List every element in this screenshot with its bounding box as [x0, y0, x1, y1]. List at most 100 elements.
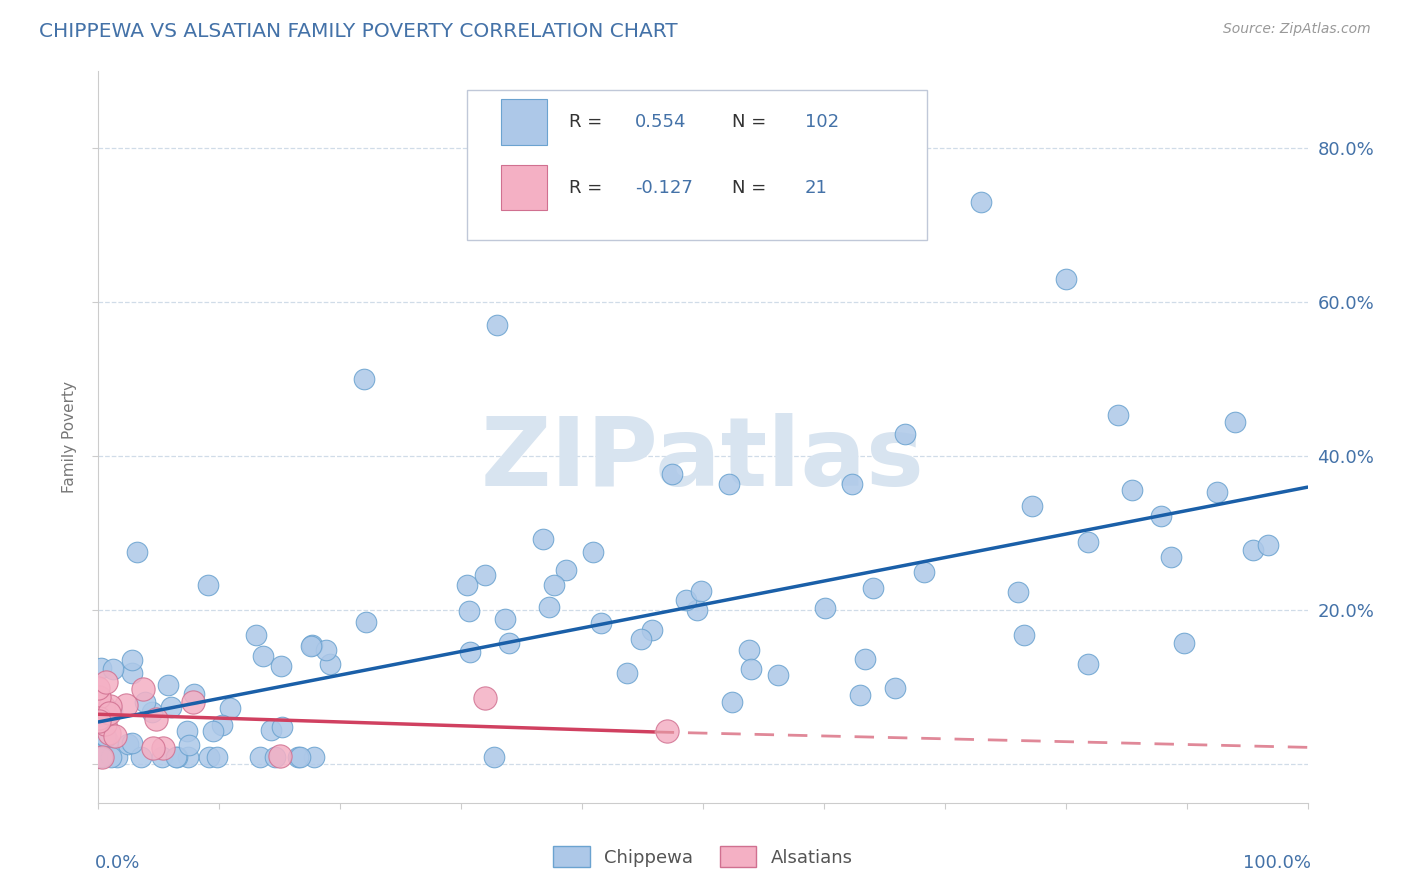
Point	[87, 749, 110, 764]
Point	[183, 688, 205, 702]
Point	[101, 662, 124, 676]
Point	[98, 726, 121, 740]
Point	[912, 565, 935, 579]
Point	[121, 666, 143, 681]
Point	[1257, 538, 1279, 552]
Point	[198, 749, 221, 764]
Point	[87, 749, 110, 764]
Point	[96, 730, 118, 744]
Point	[156, 678, 179, 692]
Point	[91, 699, 114, 714]
Point	[641, 624, 664, 638]
Point	[252, 648, 274, 663]
Text: ZIPatlas: ZIPatlas	[481, 412, 925, 506]
Point	[100, 704, 122, 718]
Point	[970, 195, 993, 210]
Point	[114, 698, 136, 712]
Point	[720, 695, 742, 709]
Point	[1107, 408, 1129, 422]
Point	[543, 577, 565, 591]
Point	[1007, 585, 1029, 599]
Point	[91, 749, 114, 764]
Point	[125, 545, 148, 559]
Point	[100, 749, 122, 764]
Text: Source: ZipAtlas.com: Source: ZipAtlas.com	[1223, 22, 1371, 37]
Point	[87, 711, 110, 725]
Point	[90, 661, 112, 675]
Point	[498, 636, 520, 650]
Point	[142, 741, 165, 756]
Point	[165, 749, 187, 764]
Point	[531, 533, 554, 547]
Point	[90, 750, 112, 764]
Point	[853, 652, 876, 666]
Point	[87, 719, 110, 733]
Point	[655, 724, 678, 739]
Point	[302, 749, 325, 764]
Point	[104, 729, 127, 743]
Point	[131, 749, 153, 764]
FancyBboxPatch shape	[467, 90, 927, 240]
Bar	[501, 99, 547, 145]
Point	[93, 729, 115, 743]
Bar	[501, 165, 547, 211]
Point	[474, 568, 496, 582]
Point	[862, 581, 884, 595]
Point	[177, 749, 200, 764]
Point	[159, 699, 181, 714]
Point	[1121, 483, 1143, 498]
Point	[98, 698, 121, 713]
Point	[97, 734, 120, 748]
Point	[675, 592, 697, 607]
Point	[457, 604, 479, 618]
Point	[94, 717, 117, 731]
Point	[197, 578, 219, 592]
Point	[301, 639, 323, 653]
Point	[183, 695, 205, 709]
Point	[685, 602, 707, 616]
Point	[121, 653, 143, 667]
Point	[1173, 636, 1195, 650]
Point	[287, 749, 309, 764]
Point	[1206, 484, 1229, 499]
Point	[299, 639, 322, 653]
Point	[319, 657, 342, 672]
Point	[166, 749, 188, 764]
Point	[1077, 534, 1099, 549]
Point	[96, 675, 118, 690]
Point	[315, 643, 337, 657]
Point	[87, 690, 110, 705]
Point	[87, 681, 110, 696]
Point	[494, 612, 516, 626]
Point	[179, 738, 201, 752]
Text: N =: N =	[733, 112, 772, 131]
Point	[1150, 509, 1173, 524]
Point	[1241, 543, 1264, 558]
Point	[89, 709, 111, 723]
Point	[1054, 272, 1077, 286]
Point	[766, 667, 789, 681]
Text: 0.0%: 0.0%	[94, 854, 141, 872]
Point	[105, 749, 128, 764]
Text: 102: 102	[804, 112, 839, 131]
Point	[482, 749, 505, 764]
Point	[591, 616, 613, 631]
Point	[245, 628, 267, 642]
Point	[134, 695, 156, 709]
Text: 100.0%: 100.0%	[1243, 854, 1312, 872]
Point	[141, 705, 163, 719]
Point	[176, 723, 198, 738]
Point	[97, 706, 120, 720]
Point	[87, 714, 110, 729]
Text: CHIPPEWA VS ALSATIAN FAMILY POVERTY CORRELATION CHART: CHIPPEWA VS ALSATIAN FAMILY POVERTY CORR…	[39, 22, 678, 41]
Point	[150, 749, 173, 764]
Point	[1223, 416, 1246, 430]
Point	[1160, 550, 1182, 565]
Point	[717, 477, 740, 491]
Point	[740, 662, 762, 676]
Text: R =: R =	[569, 112, 607, 131]
Text: 0.554: 0.554	[636, 112, 686, 131]
Point	[1077, 657, 1099, 672]
Point	[884, 681, 907, 695]
Point	[555, 563, 578, 577]
